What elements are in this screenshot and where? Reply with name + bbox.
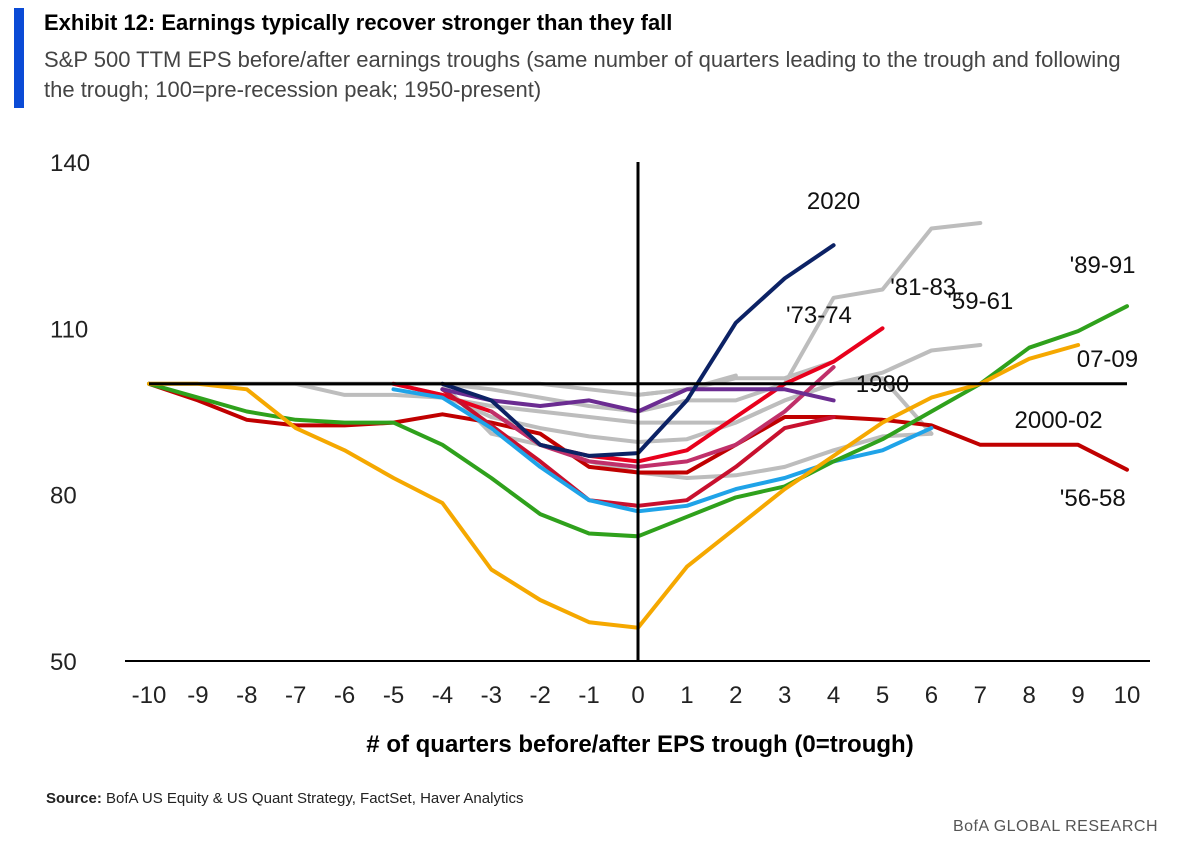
line-labels: 2020 '81-83,'59-61 '73-74 '89-91 07-09 1980 20…: [786, 188, 1138, 512]
x-tick-label: 8: [1023, 682, 1036, 709]
x-tick-label: 7: [974, 682, 987, 709]
source-text: BofA US Equity & US Quant Strategy, Fact…: [106, 790, 524, 807]
exhibit-subtitle: S&P 500 TTM EPS before/after earnings tr…: [44, 47, 1121, 102]
series-label: '73-74: [786, 302, 852, 329]
x-tick-label: 5: [876, 682, 889, 709]
series-label: 2000-02: [1015, 407, 1103, 434]
x-tick-label: -3: [481, 682, 502, 709]
exhibit-title: Exhibit 12: Earnings typically recover s…: [44, 10, 673, 35]
series-line-14: [147, 343, 1081, 630]
x-tick-label: -8: [236, 682, 257, 709]
x-tick-label: -2: [530, 682, 551, 709]
x-tick-label: -1: [578, 682, 599, 709]
x-tick-label: -9: [187, 682, 208, 709]
source-label: Source:: [46, 790, 102, 807]
source-note: Source: BofA US Equity & US Quant Strate…: [46, 790, 523, 807]
series-label: '56-58: [1060, 485, 1126, 512]
series-label: 2020: [807, 188, 860, 215]
x-tick-label: -10: [132, 682, 167, 709]
x-tick-label: 9: [1071, 682, 1084, 709]
series-label: '59-61: [947, 288, 1013, 315]
x-tick-label: -4: [432, 682, 453, 709]
series-label: 07-09: [1077, 346, 1138, 373]
series-line-1: [391, 343, 983, 444]
x-axis-label: # of quarters before/after EPS trough (0…: [366, 731, 913, 758]
series-label: '81-83,: [890, 274, 963, 301]
x-tick-label: -6: [334, 682, 355, 709]
y-tick-label: 50: [50, 649, 77, 676]
series-label: '89-91: [1070, 252, 1136, 279]
x-tick-label: 6: [925, 682, 938, 709]
x-tick-label: 0: [631, 682, 644, 709]
x-tick-label: -7: [285, 682, 306, 709]
x-tick-label: 2: [729, 682, 742, 709]
series-line-2: [293, 376, 934, 436]
x-tick-label: 10: [1114, 682, 1141, 709]
brand-footer: BofA GLOBAL RESEARCH: [952, 818, 1158, 835]
x-tick-label: 1: [680, 682, 693, 709]
y-tick-label: 80: [50, 483, 77, 510]
x-tick-label: 4: [827, 682, 840, 709]
y-tick-label: 140: [50, 150, 90, 177]
x-tick-label: -5: [383, 682, 404, 709]
x-tick-label: 3: [778, 682, 791, 709]
accent-bar: [14, 8, 24, 108]
reference-lines: [149, 162, 1127, 661]
series-label: 1980: [856, 371, 909, 398]
y-tick-label: 110: [50, 316, 88, 343]
